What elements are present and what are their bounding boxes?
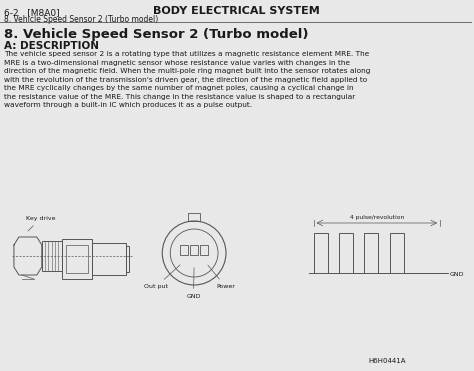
Bar <box>188 213 200 221</box>
Bar <box>91 243 127 275</box>
Bar <box>66 245 88 273</box>
Text: H6H0441A: H6H0441A <box>368 358 406 364</box>
Text: The vehicle speed sensor 2 is a rotating type that utilizes a magnetic resistanc: The vehicle speed sensor 2 is a rotating… <box>4 51 370 108</box>
Text: A: DESCRIPTION: A: DESCRIPTION <box>4 41 99 51</box>
Text: 4 pulse/revolution: 4 pulse/revolution <box>350 215 404 220</box>
Text: Power: Power <box>208 265 235 289</box>
Text: 6-2   [M8A0]: 6-2 [M8A0] <box>4 8 60 17</box>
Bar <box>190 245 198 255</box>
Bar <box>127 246 129 272</box>
Bar <box>200 245 208 255</box>
Text: GND: GND <box>450 272 465 276</box>
Bar <box>180 245 188 255</box>
Text: Out put: Out put <box>145 265 180 289</box>
Text: Key drive: Key drive <box>26 216 55 231</box>
Text: 8. Vehicle Speed Sensor 2 (Turbo model): 8. Vehicle Speed Sensor 2 (Turbo model) <box>4 15 158 24</box>
Bar <box>62 239 91 279</box>
Text: GND: GND <box>186 268 201 299</box>
Text: BODY ELECTRICAL SYSTEM: BODY ELECTRICAL SYSTEM <box>153 6 319 16</box>
Bar <box>42 241 62 271</box>
Text: 8. Vehicle Speed Sensor 2 (Turbo model): 8. Vehicle Speed Sensor 2 (Turbo model) <box>4 28 309 41</box>
